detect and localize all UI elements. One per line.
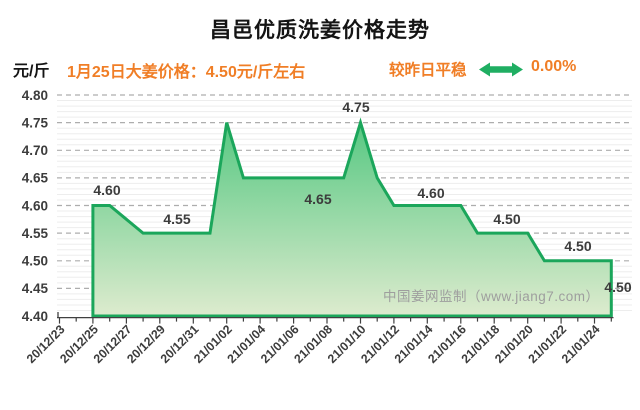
svg-text:4.70: 4.70 xyxy=(22,143,48,158)
svg-text:4.75: 4.75 xyxy=(22,115,49,130)
x-axis-labels: 20/12/2320/12/2520/12/2720/12/2920/12/31… xyxy=(24,322,603,366)
watermark: 中国姜网监制（www.jiang7.com） xyxy=(383,289,600,304)
svg-text:4.50: 4.50 xyxy=(604,279,631,295)
data-point-labels: 4.60 4.55 4.75 4.65 4.60 4.50 4.50 4.50 xyxy=(93,99,631,295)
svg-text:4.60: 4.60 xyxy=(22,198,48,213)
trend-value: 0.00% xyxy=(531,58,577,75)
svg-text:4.55: 4.55 xyxy=(163,211,190,227)
svg-text:4.80: 4.80 xyxy=(22,88,48,103)
trend-label: 较昨日平稳 xyxy=(389,62,467,79)
price-note: 1月25日大姜价格：4.50元/斤左右 xyxy=(67,64,306,81)
price-area-fill xyxy=(91,117,613,318)
page-title: 昌邑优质洗姜价格走势 xyxy=(210,19,430,42)
svg-text:4.50: 4.50 xyxy=(22,254,48,269)
y-axis-unit-label: 元/斤 xyxy=(13,63,50,80)
svg-text:4.75: 4.75 xyxy=(342,99,369,115)
svg-text:4.60: 4.60 xyxy=(417,185,444,201)
svg-text:4.50: 4.50 xyxy=(493,211,520,227)
svg-text:4.65: 4.65 xyxy=(22,171,49,186)
svg-text:4.55: 4.55 xyxy=(22,226,49,241)
svg-text:4.45: 4.45 xyxy=(22,281,49,296)
y-axis-labels: 4.80 4.75 4.70 4.65 4.60 4.55 4.50 4.45 4.40 xyxy=(22,88,49,324)
x-axis xyxy=(57,312,614,324)
svg-text:4.60: 4.60 xyxy=(93,182,120,198)
svg-text:4.50: 4.50 xyxy=(564,238,591,254)
svg-text:4.40: 4.40 xyxy=(22,309,48,324)
double-headed-arrow-icon xyxy=(479,62,523,77)
svg-text:4.65: 4.65 xyxy=(304,191,331,207)
